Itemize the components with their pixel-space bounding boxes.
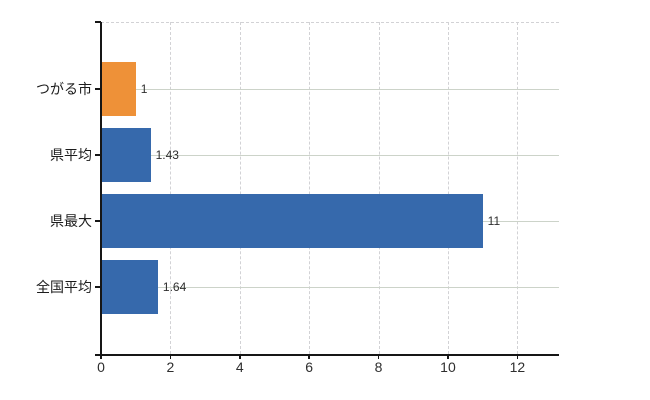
- x-tick-label: 0: [97, 359, 105, 375]
- bar-value-label: 1.43: [155, 148, 179, 162]
- x-axis-tick: [447, 354, 449, 359]
- plot-area: 1 1.43 11 1.64: [101, 22, 559, 354]
- y-axis-tick: [95, 88, 101, 90]
- gridline-vertical: [309, 22, 311, 354]
- x-tick-label: 12: [509, 359, 526, 375]
- category-label: 全国平均: [36, 279, 92, 295]
- x-axis-tick: [239, 354, 241, 359]
- gridline-vertical: [378, 22, 380, 354]
- category-label: 県最大: [50, 213, 92, 229]
- y-axis-tick: [95, 220, 101, 222]
- plot-top-border: [101, 22, 559, 23]
- bar-value-label: 11: [487, 214, 501, 228]
- x-axis-tick: [308, 354, 310, 359]
- x-axis-line: [95, 354, 559, 356]
- gridline-vertical: [447, 22, 449, 354]
- bar-0: [101, 62, 136, 116]
- y-axis-tick: [95, 286, 101, 288]
- x-tick-label: 8: [374, 359, 383, 375]
- y-axis-line: [100, 22, 102, 354]
- x-axis-tick: [516, 354, 519, 359]
- x-tick-label: 2: [166, 359, 175, 375]
- x-tick-label: 4: [235, 359, 244, 375]
- bar-value-label: 1.64: [162, 280, 187, 294]
- category-label: つがる市: [36, 81, 92, 97]
- bar-2: [101, 194, 483, 248]
- x-tick-label: 6: [305, 359, 314, 375]
- bar-value-label: 1: [140, 82, 148, 96]
- x-axis-tick: [100, 354, 102, 359]
- x-axis-tick: [169, 354, 172, 359]
- gridline-horizontal: [101, 287, 559, 288]
- x-axis-tick: [377, 354, 380, 359]
- gridline-horizontal: [101, 89, 559, 90]
- category-label: 県平均: [50, 147, 92, 163]
- y-axis-tick: [95, 21, 101, 23]
- bar-1: [101, 128, 151, 182]
- bar-3: [101, 260, 158, 314]
- gridline-horizontal: [101, 155, 559, 156]
- gridline-vertical: [517, 22, 519, 354]
- gridline-vertical: [170, 22, 172, 354]
- gridline-vertical: [239, 22, 241, 354]
- x-tick-label: 10: [440, 359, 456, 375]
- y-axis-tick: [95, 154, 101, 156]
